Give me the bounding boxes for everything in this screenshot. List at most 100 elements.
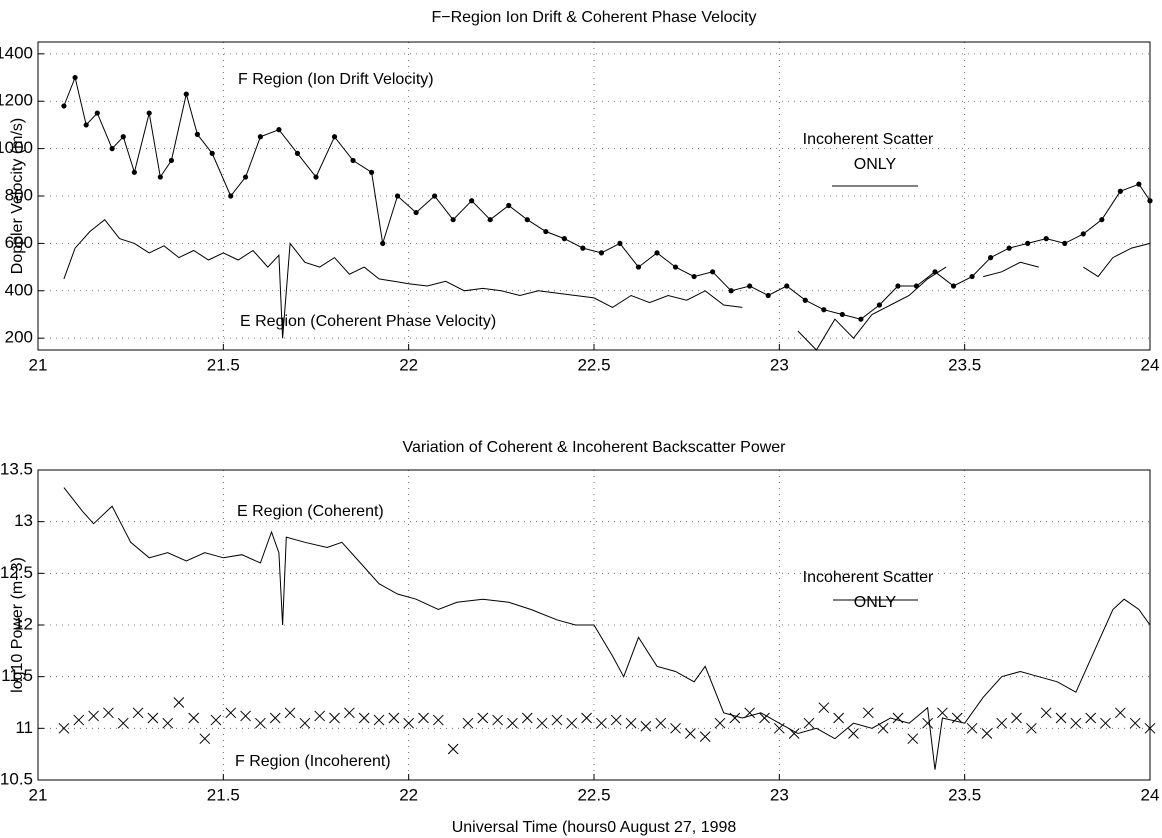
annotation: ONLY: [854, 594, 897, 611]
chart-title: Variation of Coherent & Incoherent Backs…: [402, 439, 786, 456]
data-point: [255, 717, 266, 729]
data-point: [561, 236, 567, 242]
data-point: [951, 712, 963, 724]
series-line: [63, 218, 1151, 351]
data-point: [103, 707, 114, 719]
data-point: [194, 131, 200, 137]
y-tick-label: 13: [14, 511, 33, 530]
annotation: ONLY: [854, 156, 897, 173]
data-point: [876, 302, 883, 308]
data-point: [1117, 188, 1123, 194]
data-point: [524, 217, 530, 223]
data-point: [276, 127, 282, 133]
data-point: [162, 717, 174, 729]
annotation: E Region (Coherent): [237, 503, 384, 520]
data-point: [418, 712, 429, 724]
data-point: [88, 710, 99, 722]
y-axis-label: Doppler Velocity (m/s): [9, 118, 26, 275]
data-point: [802, 297, 808, 303]
y-axis-label: log10 Power (m−3): [9, 557, 26, 693]
data-point: [1040, 707, 1052, 719]
x-tick-label: 22: [399, 355, 418, 374]
data-point: [94, 110, 100, 116]
data-point: [1136, 181, 1142, 187]
data-point: [803, 717, 815, 729]
data-point: [432, 714, 444, 726]
x-tick-label: 23: [770, 785, 789, 804]
data-point: [168, 157, 175, 164]
y-tick-label: 200: [5, 328, 33, 347]
data-point: [672, 264, 679, 270]
data-point: [610, 714, 622, 726]
data-point: [257, 134, 263, 140]
data-point: [73, 714, 85, 726]
data-point: [225, 707, 237, 719]
data-point: [269, 712, 281, 724]
series-line: [63, 75, 1151, 320]
data-point: [966, 722, 978, 734]
x-tick-label: 23: [770, 355, 789, 374]
data-point: [543, 228, 549, 235]
data-point: [640, 720, 652, 732]
y-tick-label: 1400: [0, 43, 33, 62]
data-point: [625, 717, 637, 729]
data-point: [744, 707, 756, 719]
data-point: [199, 733, 211, 745]
data-point: [487, 217, 493, 223]
data-point: [892, 712, 904, 724]
annotation: F Region (Ion Drift Velocity): [238, 71, 434, 88]
data-point: [580, 245, 586, 251]
data-point: [1144, 722, 1156, 734]
data-point: [403, 717, 415, 729]
data-point: [373, 714, 385, 726]
data-point: [469, 198, 475, 204]
data-point: [635, 264, 642, 270]
data-point: [895, 283, 901, 289]
axes-box: [37, 41, 1151, 351]
y-tick-label: 1200: [0, 91, 33, 110]
data-point: [1114, 707, 1126, 719]
data-point: [313, 174, 319, 180]
data-point: [183, 91, 189, 97]
x-tick-label: 22.5: [577, 355, 610, 374]
data-point: [146, 110, 152, 116]
data-point: [1100, 717, 1111, 729]
data-point: [109, 146, 115, 152]
data-point: [747, 283, 753, 289]
data-point: [147, 712, 159, 724]
y-tick-label: 400: [5, 280, 33, 299]
data-point: [83, 122, 89, 128]
data-point: [331, 134, 338, 140]
data-point: [507, 717, 518, 729]
data-point: [617, 240, 623, 246]
data-point: [1026, 722, 1037, 734]
chart-title: F−Region Ion Drift & Coherent Phase Velo…: [431, 9, 756, 26]
data-point: [818, 702, 830, 714]
data-point: [447, 743, 459, 755]
data-point: [598, 250, 605, 256]
data-point: [862, 707, 874, 719]
series-line: [63, 487, 1151, 770]
data-point: [691, 273, 697, 280]
x-tick-label: 23.5: [948, 785, 981, 804]
data-point: [58, 722, 70, 734]
y-tick-label: 12: [14, 614, 33, 633]
data-point: [1147, 198, 1153, 204]
annotation: Incoherent Scatter: [803, 569, 934, 586]
data-point: [72, 74, 78, 81]
data-point: [907, 733, 919, 745]
data-point: [432, 193, 438, 199]
data-point: [157, 174, 163, 180]
data-point: [566, 717, 578, 729]
data-point: [833, 712, 844, 724]
data-point: [821, 307, 827, 313]
data-point: [240, 710, 251, 722]
data-point: [492, 714, 503, 726]
data-point: [685, 728, 696, 739]
data-point: [173, 697, 185, 708]
x-tick-label: 24: [1141, 785, 1160, 804]
data-point: [344, 707, 355, 719]
data-point: [413, 209, 419, 216]
data-point: [521, 712, 533, 724]
